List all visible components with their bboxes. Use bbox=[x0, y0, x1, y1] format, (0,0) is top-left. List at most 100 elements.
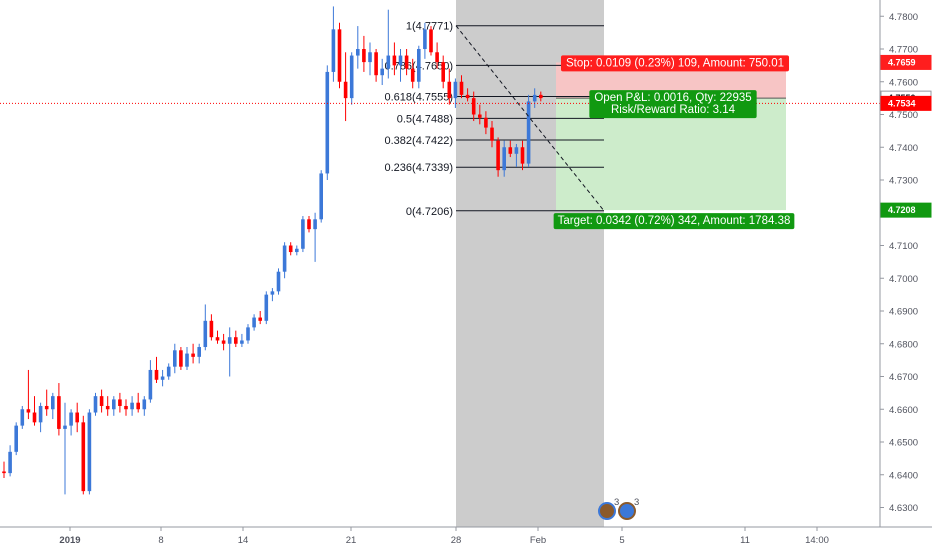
candle-body bbox=[203, 320, 208, 348]
candle-body bbox=[69, 412, 73, 426]
candle-body bbox=[532, 94, 537, 102]
price-tick-label: 4.6600 bbox=[889, 405, 918, 416]
risk-reward-label: Risk/Reward Ratio: 3.14 bbox=[611, 104, 736, 116]
target-label-box: Target: 0.0342 (0.72%) 342, Amount: 1784… bbox=[553, 213, 795, 230]
candle-body bbox=[362, 49, 366, 63]
candle-body bbox=[136, 402, 140, 410]
price-tick-label: 4.6700 bbox=[889, 372, 918, 383]
open-pnl-label: Open P&L: 0.0016, Qty: 22935 bbox=[594, 92, 751, 104]
candle-body bbox=[386, 55, 391, 69]
candle-body bbox=[356, 49, 360, 56]
price-tag-stop bbox=[880, 54, 932, 70]
candle-body bbox=[87, 412, 92, 492]
candle-body bbox=[197, 347, 201, 357]
price-tag-label: 4.7534 bbox=[888, 98, 916, 108]
candle-body bbox=[51, 396, 55, 410]
candle-body bbox=[490, 127, 494, 141]
price-tick-label: 4.7400 bbox=[889, 143, 918, 154]
price-tick-label: 4.7100 bbox=[889, 241, 918, 252]
candle-body bbox=[471, 98, 476, 115]
candle-body bbox=[142, 399, 147, 410]
candles bbox=[2, 6, 543, 495]
candle-body bbox=[14, 425, 18, 452]
candle-body bbox=[99, 396, 104, 406]
watermark-count-1: 3 bbox=[614, 497, 619, 508]
candle-body bbox=[374, 52, 378, 76]
fib-level-label: 0.618(4.7555) bbox=[385, 91, 454, 103]
candle-body bbox=[325, 71, 330, 174]
time-tick-label: 2019 bbox=[59, 535, 80, 546]
time-tick-label: 14 bbox=[238, 535, 249, 546]
candle-body bbox=[539, 94, 543, 99]
time-axis[interactable]: 2019 8 14 21 28 Feb 5 11 14:00 bbox=[59, 527, 829, 546]
time-tick-label: Feb bbox=[530, 535, 546, 546]
candle-body bbox=[343, 81, 348, 99]
candle-body bbox=[349, 55, 354, 99]
candle-body bbox=[258, 317, 262, 321]
candle-body bbox=[276, 271, 281, 292]
time-tick-label: 14:00 bbox=[805, 535, 829, 546]
candle-body bbox=[526, 101, 531, 164]
candle-body bbox=[404, 55, 409, 69]
candle-body bbox=[447, 81, 452, 99]
candle-body bbox=[435, 52, 439, 63]
time-tick-label: 5 bbox=[619, 535, 624, 546]
time-tick-label: 8 bbox=[158, 535, 163, 546]
candle-body bbox=[246, 327, 250, 341]
candle-body bbox=[465, 94, 470, 99]
candle-body bbox=[478, 114, 482, 118]
candle-body bbox=[240, 340, 244, 344]
candle-body bbox=[331, 29, 336, 72]
fib-level-label: 0.382(4.7422) bbox=[385, 135, 454, 147]
candle-body bbox=[130, 402, 134, 410]
candle-body bbox=[429, 29, 433, 53]
time-tick-label: 11 bbox=[740, 535, 750, 546]
candle-body bbox=[8, 451, 12, 474]
watermark-count-2: 3 bbox=[634, 497, 639, 508]
fib-level-label: 0(4.7206) bbox=[406, 206, 453, 218]
candle-body bbox=[295, 248, 299, 253]
candle-body bbox=[234, 337, 238, 344]
stop-label: Stop: 0.0109 (0.23%) 109, Amount: 750.01 bbox=[566, 57, 784, 69]
candle-body bbox=[337, 29, 342, 82]
fib-level-label: 0.5(4.7488) bbox=[397, 113, 453, 125]
price-axis[interactable]: 4.6300 4.6400 4.6500 4.6600 4.6700 4.6800 4.69… bbox=[880, 12, 918, 514]
target-label: Target: 0.0342 (0.72%) 342, Amount: 1784… bbox=[558, 215, 791, 227]
candle-body bbox=[264, 294, 269, 321]
price-tick-label: 4.6500 bbox=[889, 438, 918, 449]
candle-body bbox=[227, 337, 232, 344]
candle-body bbox=[173, 350, 177, 367]
candle-body bbox=[252, 317, 256, 328]
candle-body bbox=[441, 62, 445, 82]
candle-body bbox=[417, 49, 421, 82]
candle-body bbox=[185, 353, 189, 367]
candle-body bbox=[215, 337, 220, 341]
price-tick-label: 4.7800 bbox=[889, 12, 918, 23]
candle-body bbox=[154, 369, 159, 380]
candle-body bbox=[2, 471, 6, 474]
candle-body bbox=[93, 396, 98, 413]
stop-label-box: Stop: 0.0109 (0.23%) 109, Amount: 750.01 bbox=[560, 55, 790, 72]
price-tag-label: 4.7208 bbox=[888, 205, 916, 215]
price-tick-label: 4.7000 bbox=[889, 274, 918, 285]
candle-body bbox=[38, 405, 43, 423]
candle-body bbox=[319, 173, 323, 220]
pnl-label-box: Open P&L: 0.0016, Qty: 22935 Risk/Reward… bbox=[589, 90, 757, 119]
candle-body bbox=[118, 399, 122, 406]
fib-trend-line[interactable] bbox=[455, 25, 605, 212]
candle-body bbox=[392, 55, 397, 66]
candle-body bbox=[459, 81, 464, 95]
fib-levels: 1(4.7771)0.786(4.7650)0.618(4.7555)0.5(4… bbox=[385, 21, 604, 218]
candle-body bbox=[81, 422, 86, 492]
candle-body bbox=[282, 245, 287, 272]
candle-body bbox=[520, 147, 525, 164]
price-tick-label: 4.6300 bbox=[889, 503, 918, 514]
candle-body bbox=[380, 68, 384, 76]
candle-body bbox=[57, 396, 61, 429]
candle-body bbox=[105, 405, 110, 410]
candle-body bbox=[484, 117, 488, 128]
candle-body bbox=[44, 405, 49, 410]
candle-body bbox=[313, 219, 317, 230]
